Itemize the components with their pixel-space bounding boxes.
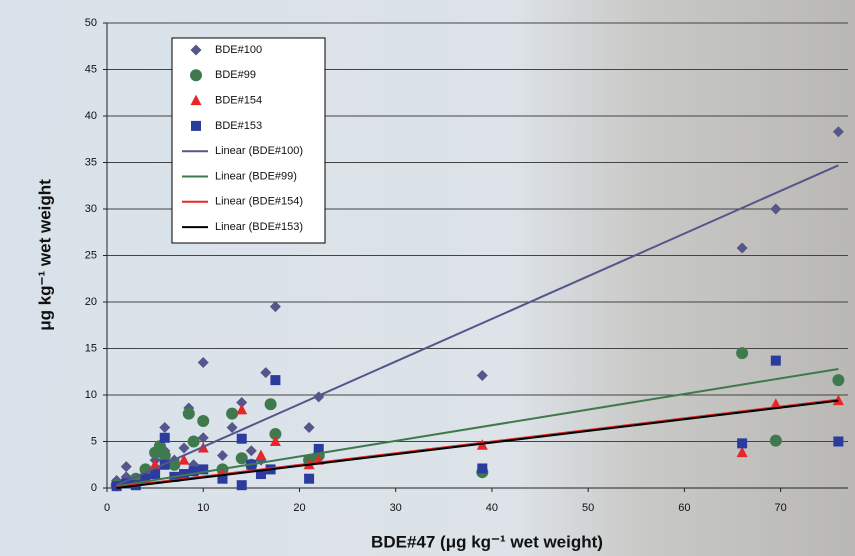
y-tick-label: 35 [85, 156, 97, 168]
x-tick-label: 60 [678, 502, 690, 514]
square-point [833, 437, 843, 447]
legend-label: BDE#154 [215, 95, 262, 107]
circle-point [183, 408, 195, 420]
y-tick-label: 45 [85, 63, 97, 75]
square-point [237, 434, 247, 444]
y-tick-label: 40 [85, 110, 97, 122]
x-tick-label: 70 [775, 502, 787, 514]
x-tick-label: 30 [390, 502, 402, 514]
page: BDE#47 (μg kg⁻¹ wet weight) μg kg⁻¹ wet … [0, 0, 855, 556]
square-point [191, 121, 201, 131]
square-point [304, 474, 314, 484]
x-tick-label: 0 [104, 502, 110, 514]
y-tick-label: 30 [85, 203, 97, 215]
legend-label: BDE#99 [215, 69, 256, 81]
circle-point [159, 449, 171, 461]
y-tick-label: 20 [85, 296, 97, 308]
y-tick-label: 15 [85, 342, 97, 354]
x-tick-label: 50 [582, 502, 594, 514]
circle-point [190, 69, 202, 81]
y-tick-label: 50 [85, 17, 97, 29]
square-point [771, 356, 781, 366]
y-tick-label: 25 [85, 249, 97, 261]
square-point [270, 375, 280, 385]
x-tick-label: 40 [486, 502, 498, 514]
y-tick-label: 5 [91, 435, 97, 447]
square-point [160, 433, 170, 443]
legend-label: Linear (BDE#154) [215, 196, 303, 208]
square-point [737, 438, 747, 448]
circle-point [265, 398, 277, 410]
legend-label: Linear (BDE#153) [215, 221, 303, 233]
background [0, 0, 855, 556]
x-tick-label: 20 [293, 502, 305, 514]
y-tick-label: 10 [85, 389, 97, 401]
legend: BDE#100 BDE#99 BDE#154 BDE#153 Linear (BDE#1… [172, 38, 325, 243]
legend-label: Linear (BDE#100) [215, 145, 303, 157]
circle-point [832, 374, 844, 386]
legend-label: BDE#100 [215, 44, 262, 56]
square-point [237, 480, 247, 490]
chart: BDE#47 (μg kg⁻¹ wet weight) μg kg⁻¹ wet … [0, 0, 855, 556]
y-axis-title: μg kg⁻¹ wet weight [35, 179, 54, 331]
circle-point [770, 435, 782, 447]
y-tick-label: 0 [91, 482, 97, 494]
legend-label: BDE#153 [215, 120, 262, 132]
circle-point [736, 347, 748, 359]
x-axis-title: BDE#47 (μg kg⁻¹ wet weight) [371, 532, 603, 551]
square-point [477, 463, 487, 473]
circle-point [197, 415, 209, 427]
circle-point [188, 436, 200, 448]
circle-point [226, 408, 238, 420]
x-tick-label: 10 [197, 502, 209, 514]
legend-label: Linear (BDE#99) [215, 170, 297, 182]
